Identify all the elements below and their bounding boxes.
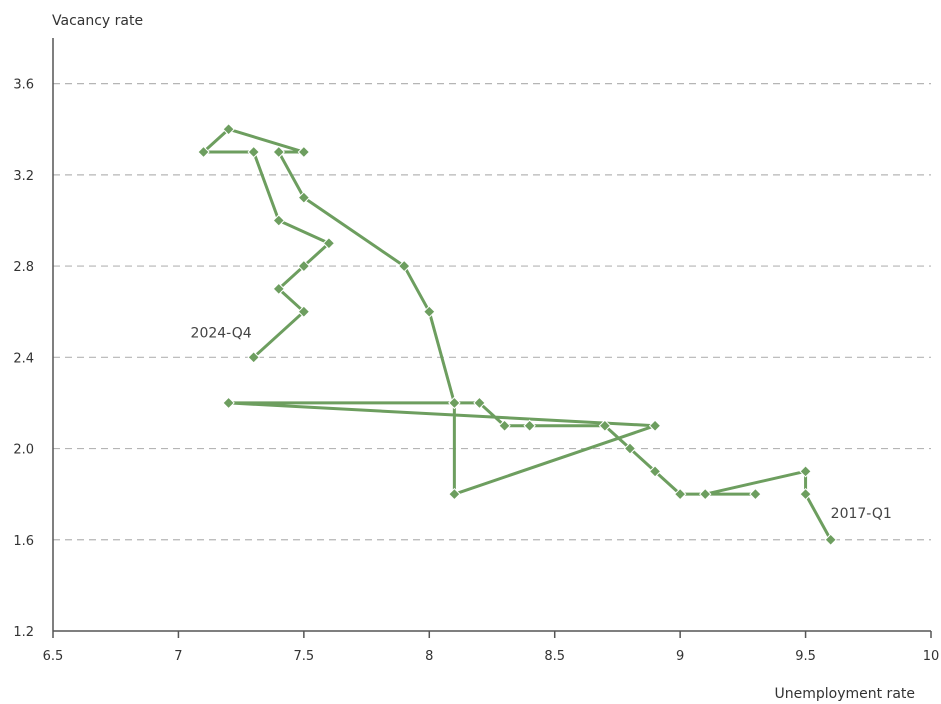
data-point <box>473 396 486 410</box>
data-point <box>699 487 712 501</box>
data-point <box>222 396 235 410</box>
data-point <box>322 237 336 250</box>
x-axis-title: Unemployment rate <box>775 686 916 702</box>
y-tick-label: 2.4 <box>13 351 34 366</box>
annotation-label: 2024-Q4 <box>191 325 252 341</box>
series-markers <box>197 123 837 546</box>
x-tick-label: 10 <box>923 649 940 664</box>
data-point <box>272 282 285 296</box>
annotations: 2017-Q1 2024-Q4 <box>191 325 892 521</box>
x-tick-label: 8.5 <box>544 649 565 664</box>
y-tick-label: 3.2 <box>13 169 34 184</box>
data-point <box>799 465 812 478</box>
data-point <box>648 465 662 478</box>
y-tick-label: 1.2 <box>13 625 34 640</box>
annotation-label: 2017-Q1 <box>831 506 892 522</box>
data-point <box>247 145 260 159</box>
data-point <box>623 442 637 455</box>
data-point <box>673 487 687 501</box>
data-point <box>272 145 285 159</box>
axes <box>52 38 932 638</box>
data-point <box>297 145 311 159</box>
data-point <box>448 487 461 501</box>
data-point <box>297 191 311 204</box>
x-tick-label: 6.5 <box>43 649 64 664</box>
y-tick-label: 2.8 <box>13 260 34 275</box>
data-point <box>272 214 285 227</box>
y-axis-title: Vacancy rate <box>52 13 143 29</box>
x-tick-labels: 6.5 7 7.5 8 8.5 9 9.5 10 <box>43 649 940 664</box>
x-tick-label: 9.5 <box>795 649 816 664</box>
data-point <box>648 419 662 432</box>
data-point <box>423 305 436 318</box>
x-tick-label: 7.5 <box>294 649 315 664</box>
y-tick-label: 2.0 <box>13 443 34 458</box>
data-point <box>197 145 210 159</box>
data-point <box>297 305 311 318</box>
y-tick-label: 3.6 <box>13 78 34 93</box>
data-point <box>749 487 762 501</box>
data-point <box>397 259 411 273</box>
x-tick-label: 8 <box>425 649 433 664</box>
data-point <box>523 419 536 432</box>
data-point <box>222 123 235 136</box>
x-tick-label: 9 <box>676 649 684 664</box>
y-tick-labels: 1.2 1.6 2.0 2.4 2.8 3.2 3.6 <box>13 78 34 640</box>
gridlines <box>53 83 931 541</box>
data-point <box>498 419 511 432</box>
data-point <box>598 419 612 432</box>
y-tick-label: 1.6 <box>13 534 34 549</box>
x-tick-label: 7 <box>174 649 182 664</box>
data-point <box>297 259 311 273</box>
series-line <box>202 127 832 541</box>
data-point <box>799 487 812 501</box>
data-point <box>448 396 461 410</box>
data-point <box>824 533 837 546</box>
data-point <box>247 351 260 364</box>
